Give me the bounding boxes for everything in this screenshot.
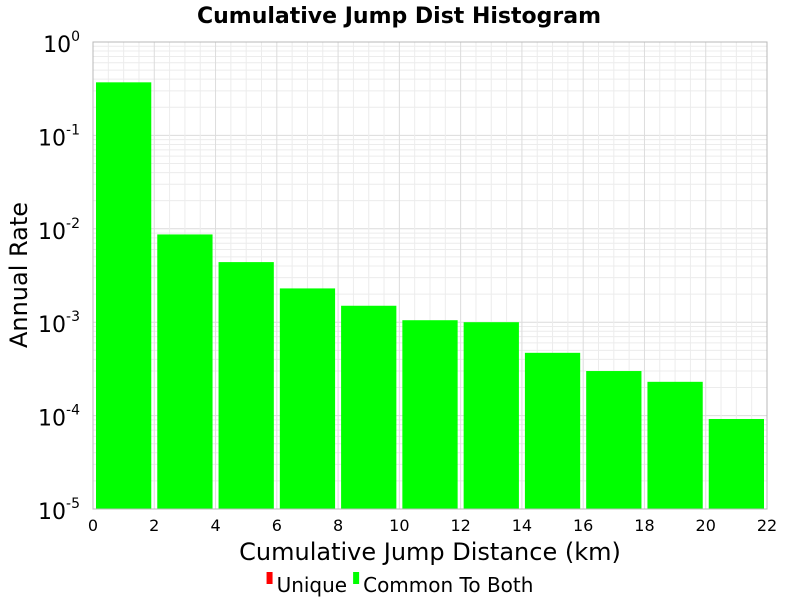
legend-swatch [266, 572, 273, 584]
x-tick-label: 20 [696, 516, 716, 535]
y-tick-label: 10-2 [38, 216, 80, 245]
bar [524, 352, 581, 509]
y-tick-label: 10-1 [38, 122, 80, 151]
legend-label: Unique [277, 573, 348, 597]
bars [96, 82, 764, 509]
legend-label: Common To Both [363, 573, 533, 597]
y-tick-label: 100 [43, 29, 80, 58]
chart-title: Cumulative Jump Dist Histogram [197, 4, 601, 29]
legend-swatch [353, 572, 360, 584]
bar [586, 371, 642, 509]
plot-border [92, 41, 768, 510]
x-tick-label: 12 [450, 516, 470, 535]
x-tick-label: 18 [634, 516, 654, 535]
bar [647, 381, 703, 509]
x-tick-label: 8 [333, 516, 343, 535]
x-axis-ticks: 0 2 4 6 8 10 12 14 16 18 20 22 [88, 516, 777, 535]
bar [218, 262, 274, 509]
bar [402, 320, 458, 509]
bar [279, 288, 336, 509]
bar [463, 322, 519, 509]
x-tick-label: 14 [512, 516, 532, 535]
y-tick-label: 10-3 [38, 309, 80, 338]
y-tick-label: 10-4 [38, 403, 80, 432]
y-axis-label: Annual Rate [5, 202, 33, 348]
x-tick-label: 16 [573, 516, 593, 535]
x-tick-label: 2 [149, 516, 159, 535]
x-axis-label: Cumulative Jump Distance (km) [239, 538, 621, 566]
x-tick-label: 10 [389, 516, 409, 535]
x-tick-label: 6 [272, 516, 282, 535]
bar [708, 418, 764, 509]
bar [157, 234, 213, 509]
x-tick-label: 0 [88, 516, 98, 535]
x-tick-label: 22 [757, 516, 777, 535]
y-axis-ticks: 100 10-1 10-2 10-3 10-4 10-5 [38, 29, 80, 525]
bar [341, 305, 397, 509]
legend: Unique Common To Both [266, 572, 533, 597]
y-tick-label: 10-5 [38, 496, 80, 525]
x-tick-label: 4 [210, 516, 220, 535]
bar [96, 82, 152, 509]
